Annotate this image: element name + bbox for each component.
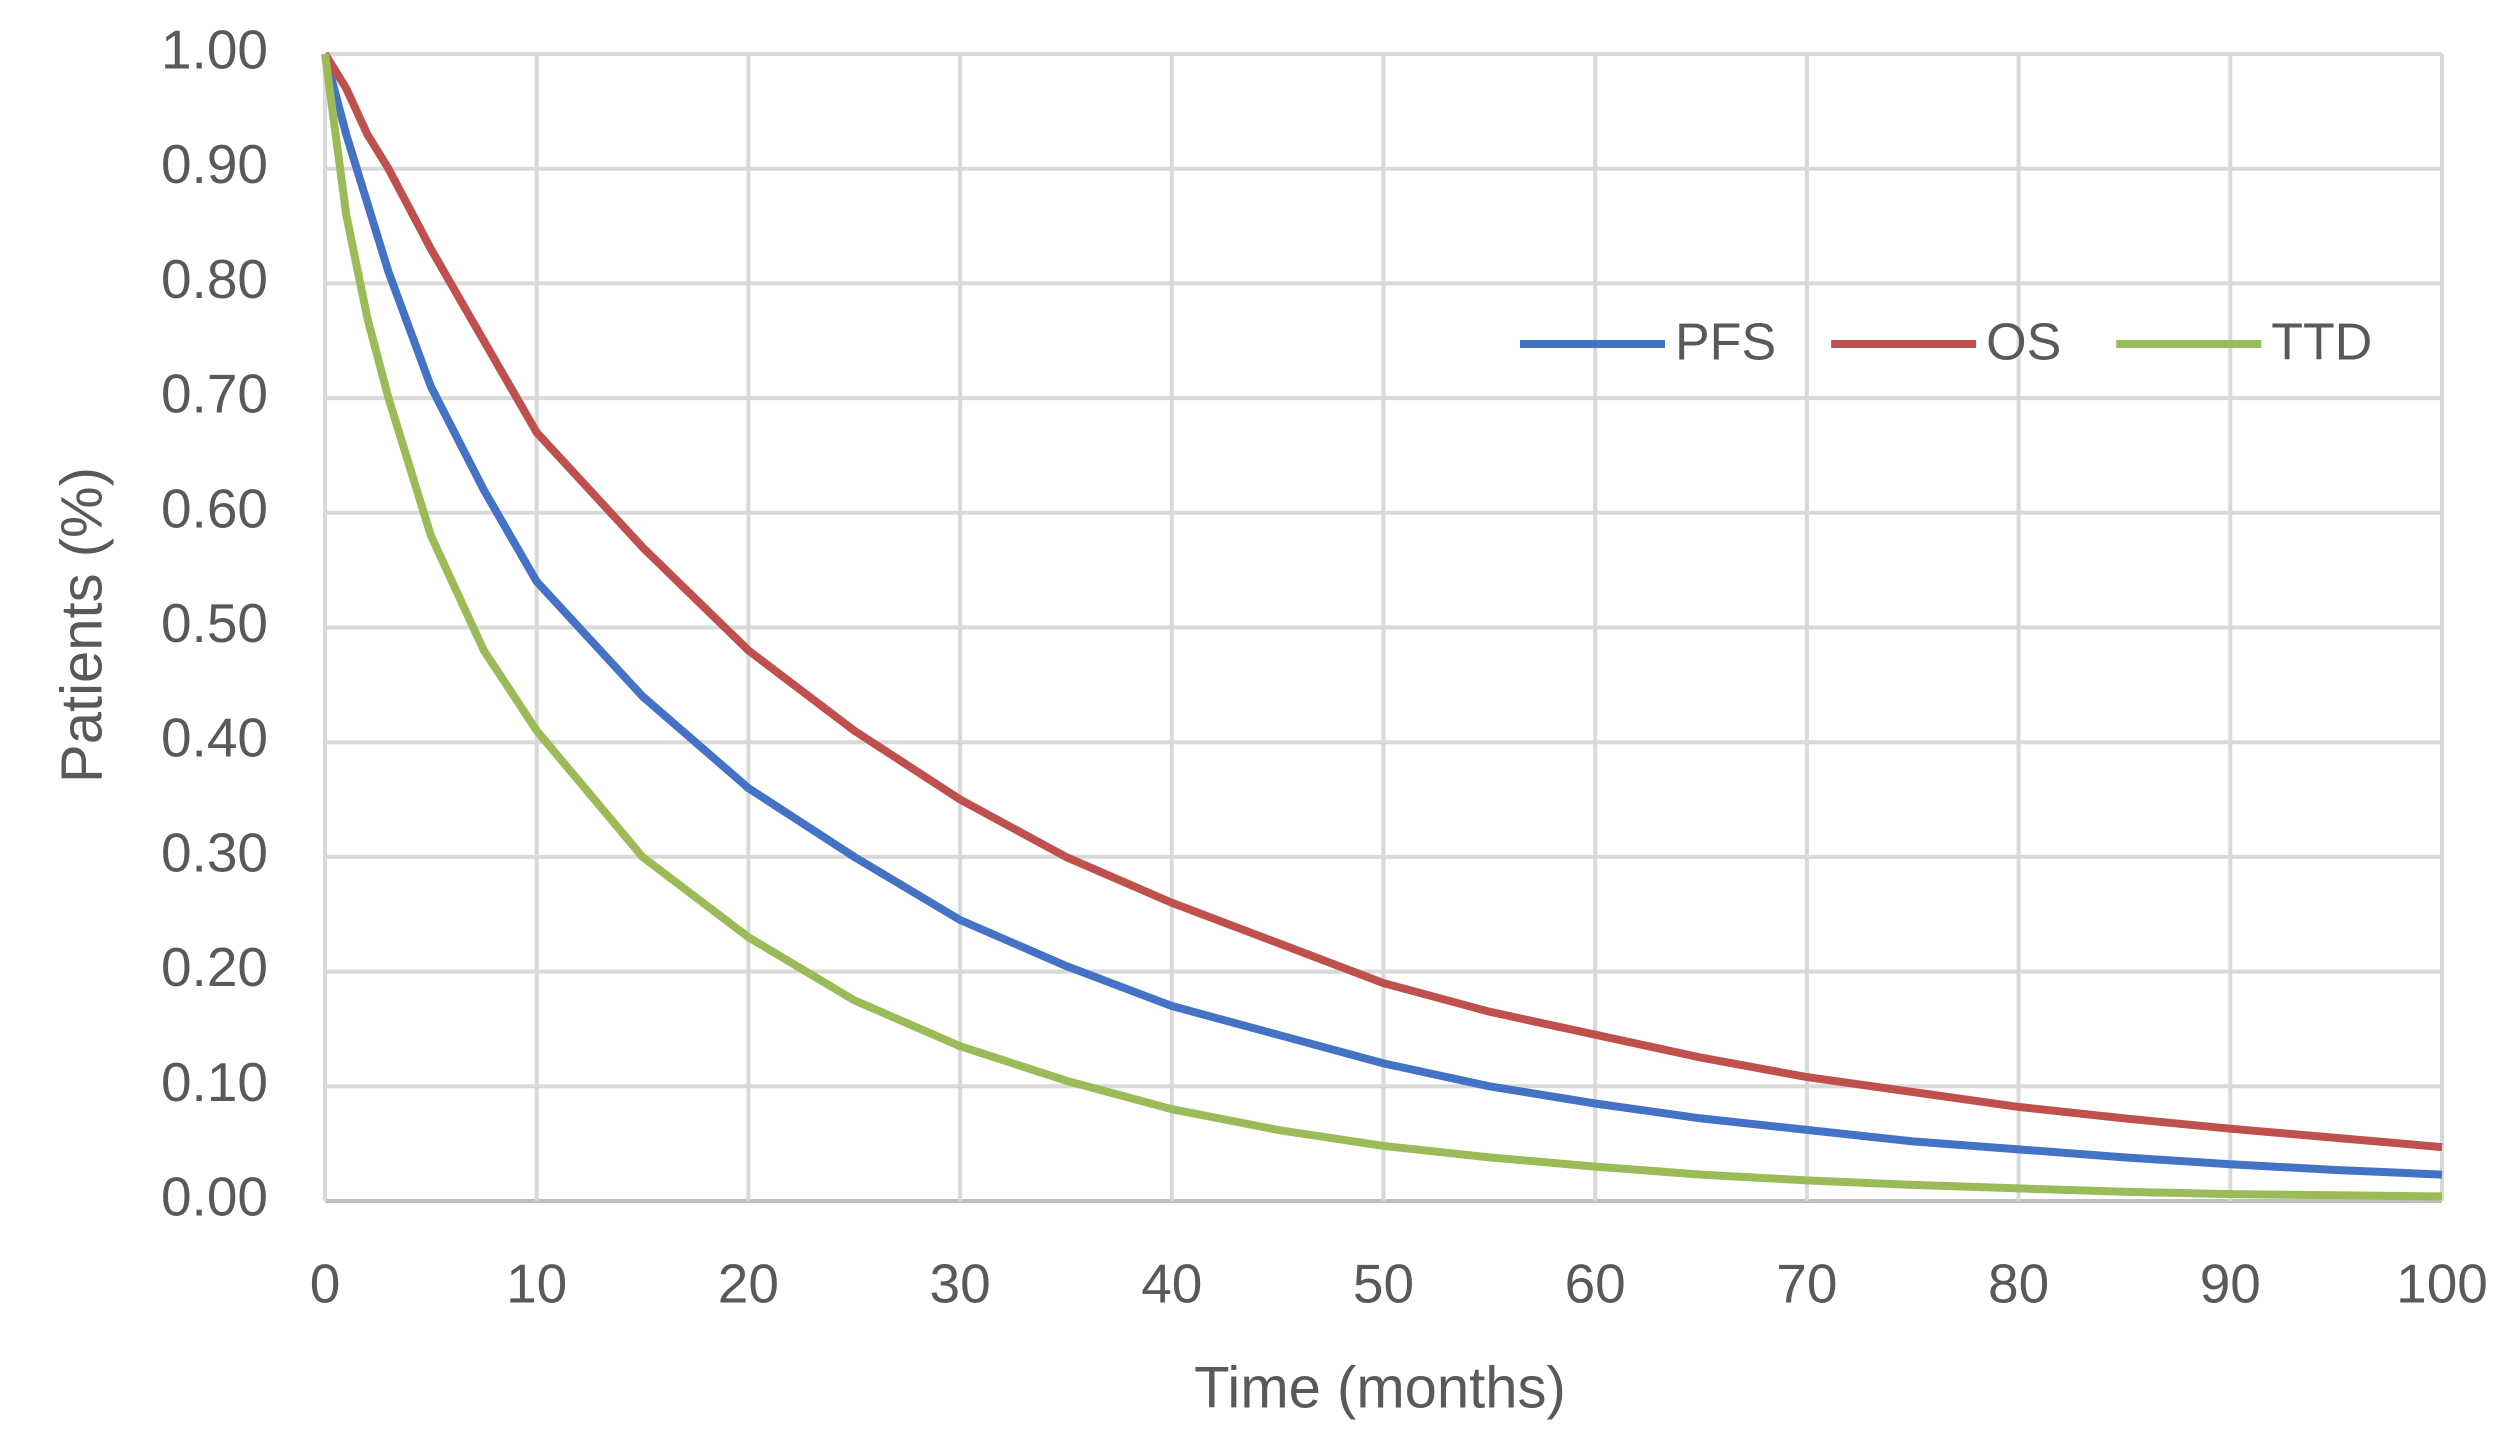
y-tick-label: 0.00 <box>161 1166 268 1228</box>
x-axis-title: Time (months) <box>1194 1355 1566 1420</box>
x-tick-label: 60 <box>1565 1253 1626 1315</box>
y-tick-label: 1.00 <box>161 19 268 81</box>
y-tick-label: 0.20 <box>161 936 268 998</box>
x-tick-label: 20 <box>718 1253 779 1315</box>
x-tick-label: 90 <box>2200 1253 2261 1315</box>
x-tick-label: 10 <box>506 1253 567 1315</box>
line-series <box>321 53 2443 1201</box>
x-tick-label: 70 <box>1776 1253 1837 1315</box>
x-tick-label: 50 <box>1353 1253 1414 1315</box>
y-tick-label: 0.80 <box>161 248 268 310</box>
y-tick-label: 0.10 <box>161 1051 268 1113</box>
line-series <box>321 51 2443 1152</box>
y-tick-label: 0.90 <box>161 133 268 195</box>
legend-label: TTD <box>2271 314 2372 372</box>
x-tick-label: 30 <box>930 1253 991 1315</box>
legend-label: OS <box>1986 314 2061 372</box>
y-tick-label: 0.60 <box>161 477 268 539</box>
y-tick-label: 0.70 <box>161 363 268 425</box>
x-tick-label: 80 <box>1988 1253 2049 1315</box>
legend-label: PFS <box>1675 314 1776 372</box>
y-tick-label: 0.50 <box>161 592 268 654</box>
x-tick-label: 100 <box>2396 1253 2488 1315</box>
y-tick-label: 0.30 <box>161 821 268 883</box>
line-series <box>321 52 2443 1179</box>
y-axis-title: Patients (%) <box>49 467 114 783</box>
x-tick-label: 0 <box>310 1253 341 1315</box>
x-tick-label: 40 <box>1141 1253 1202 1315</box>
y-tick-label: 0.40 <box>161 707 268 769</box>
